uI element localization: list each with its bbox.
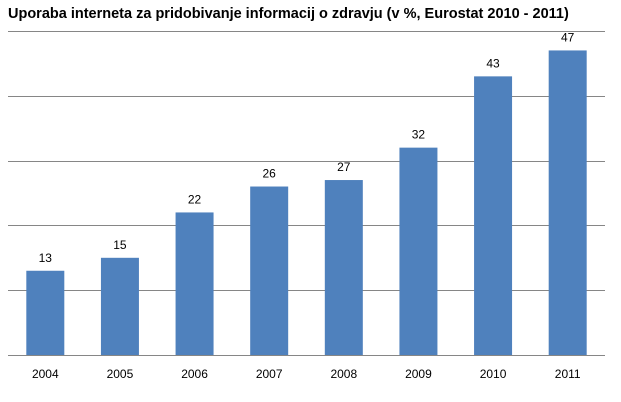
bar-2007: [250, 186, 289, 355]
x-tick-label-2008: 2008: [330, 367, 357, 381]
data-label-2008: 27: [337, 160, 351, 174]
data-label-2009: 32: [412, 128, 426, 142]
data-label-2007: 26: [263, 167, 277, 181]
x-tick-label-2005: 2005: [107, 367, 134, 381]
data-label-2011: 47: [561, 30, 575, 44]
x-axis-ticks: 2004 2005 2006 2007 2008 2009 2010 2011: [32, 367, 581, 381]
x-tick-label-2011: 2011: [555, 367, 581, 381]
x-tick-label-2007: 2007: [256, 367, 283, 381]
data-labels: 13 15 22 26 27 32 43 47: [39, 30, 575, 264]
data-label-2004: 13: [39, 251, 53, 265]
bar-2004: [26, 270, 65, 355]
bar-2010: [474, 76, 513, 356]
x-tick-label-2004: 2004: [32, 367, 59, 381]
bar-2009: [399, 147, 438, 355]
bar-2006: [175, 212, 214, 355]
x-tick-label-2010: 2010: [480, 367, 507, 381]
data-label-2005: 15: [113, 238, 127, 252]
bar-2011: [548, 50, 587, 355]
bar-2008: [324, 180, 363, 355]
data-label-2010: 43: [486, 56, 500, 70]
x-tick-label-2009: 2009: [405, 367, 432, 381]
data-label-2006: 22: [188, 192, 202, 206]
gridlines: [8, 31, 605, 356]
x-tick-label-2006: 2006: [181, 367, 208, 381]
bar-2005: [100, 257, 139, 355]
chart-title: Uporaba interneta za pridobivanje inform…: [8, 6, 569, 22]
bars: [26, 50, 587, 356]
